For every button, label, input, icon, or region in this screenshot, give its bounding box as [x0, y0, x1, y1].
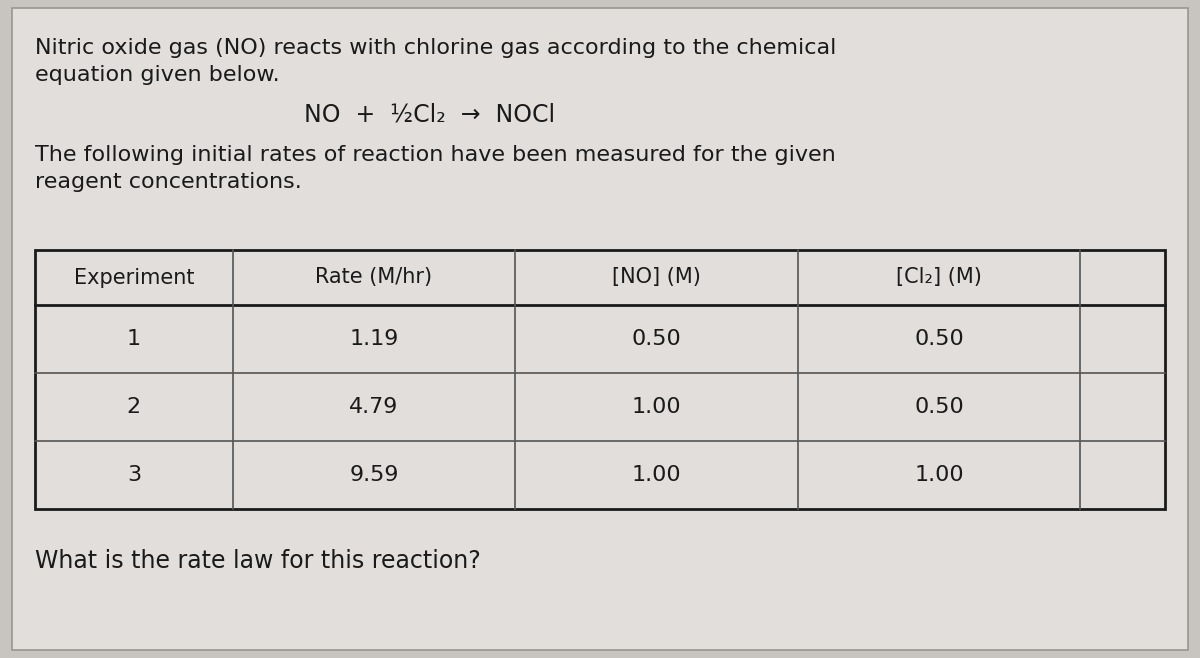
Text: equation given below.: equation given below.	[35, 65, 280, 85]
Text: 1: 1	[127, 329, 140, 349]
FancyBboxPatch shape	[12, 8, 1188, 650]
Text: [NO] (M): [NO] (M)	[612, 268, 701, 288]
Text: 0.50: 0.50	[631, 329, 682, 349]
Text: 0.50: 0.50	[914, 397, 964, 417]
Text: 2: 2	[127, 397, 140, 417]
Text: What is the rate law for this reaction?: What is the rate law for this reaction?	[35, 549, 481, 573]
Text: 1.00: 1.00	[631, 397, 682, 417]
Text: 1.19: 1.19	[349, 329, 398, 349]
Text: 3: 3	[127, 465, 140, 485]
Bar	[35, 250, 1165, 509]
Text: Rate (M/hr): Rate (M/hr)	[316, 268, 432, 288]
Text: 0.50: 0.50	[914, 329, 964, 349]
Text: 9.59: 9.59	[349, 465, 398, 485]
Text: The following initial rates of reaction have been measured for the given: The following initial rates of reaction …	[35, 145, 835, 165]
Text: 1.00: 1.00	[631, 465, 682, 485]
Text: [Cl₂] (M): [Cl₂] (M)	[896, 268, 982, 288]
Text: NO  +  ½Cl₂  →  NOCl: NO + ½Cl₂ → NOCl	[305, 103, 556, 127]
Text: Experiment: Experiment	[73, 268, 194, 288]
Text: 1.00: 1.00	[914, 465, 964, 485]
Text: 4.79: 4.79	[349, 397, 398, 417]
Text: reagent concentrations.: reagent concentrations.	[35, 172, 301, 192]
Text: Nitric oxide gas (NO) reacts with chlorine gas according to the chemical: Nitric oxide gas (NO) reacts with chlori…	[35, 38, 836, 58]
